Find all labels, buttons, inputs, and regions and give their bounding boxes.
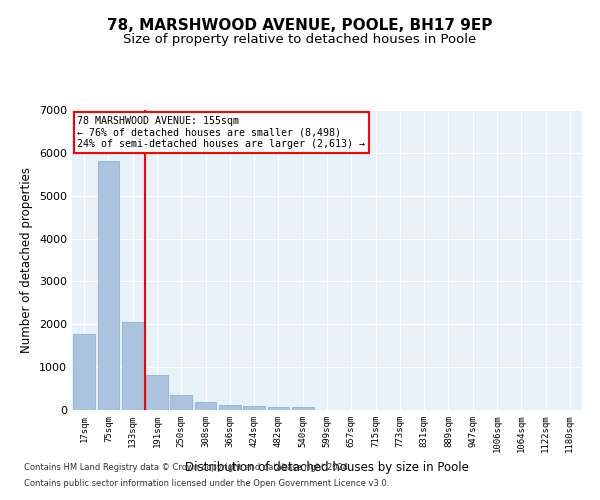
Bar [243,406,265,410]
Text: Contains public sector information licensed under the Open Government Licence v3: Contains public sector information licen… [24,478,389,488]
Bar [268,406,289,410]
Bar [292,408,314,410]
Text: 78 MARSHWOOD AVENUE: 155sqm
← 76% of detached houses are smaller (8,498)
24% of : 78 MARSHWOOD AVENUE: 155sqm ← 76% of det… [77,116,365,149]
Bar [219,406,241,410]
Bar [146,375,168,410]
Y-axis label: Number of detached properties: Number of detached properties [20,167,34,353]
Text: 78, MARSHWOOD AVENUE, POOLE, BH17 9EP: 78, MARSHWOOD AVENUE, POOLE, BH17 9EP [107,18,493,32]
Text: Size of property relative to detached houses in Poole: Size of property relative to detached ho… [124,32,476,46]
X-axis label: Distribution of detached houses by size in Poole: Distribution of detached houses by size … [185,461,469,474]
Bar [170,396,192,410]
Bar [194,402,217,410]
Bar [73,334,95,410]
Bar [122,322,143,410]
Bar [97,162,119,410]
Text: Contains HM Land Registry data © Crown copyright and database right 2024.: Contains HM Land Registry data © Crown c… [24,464,350,472]
